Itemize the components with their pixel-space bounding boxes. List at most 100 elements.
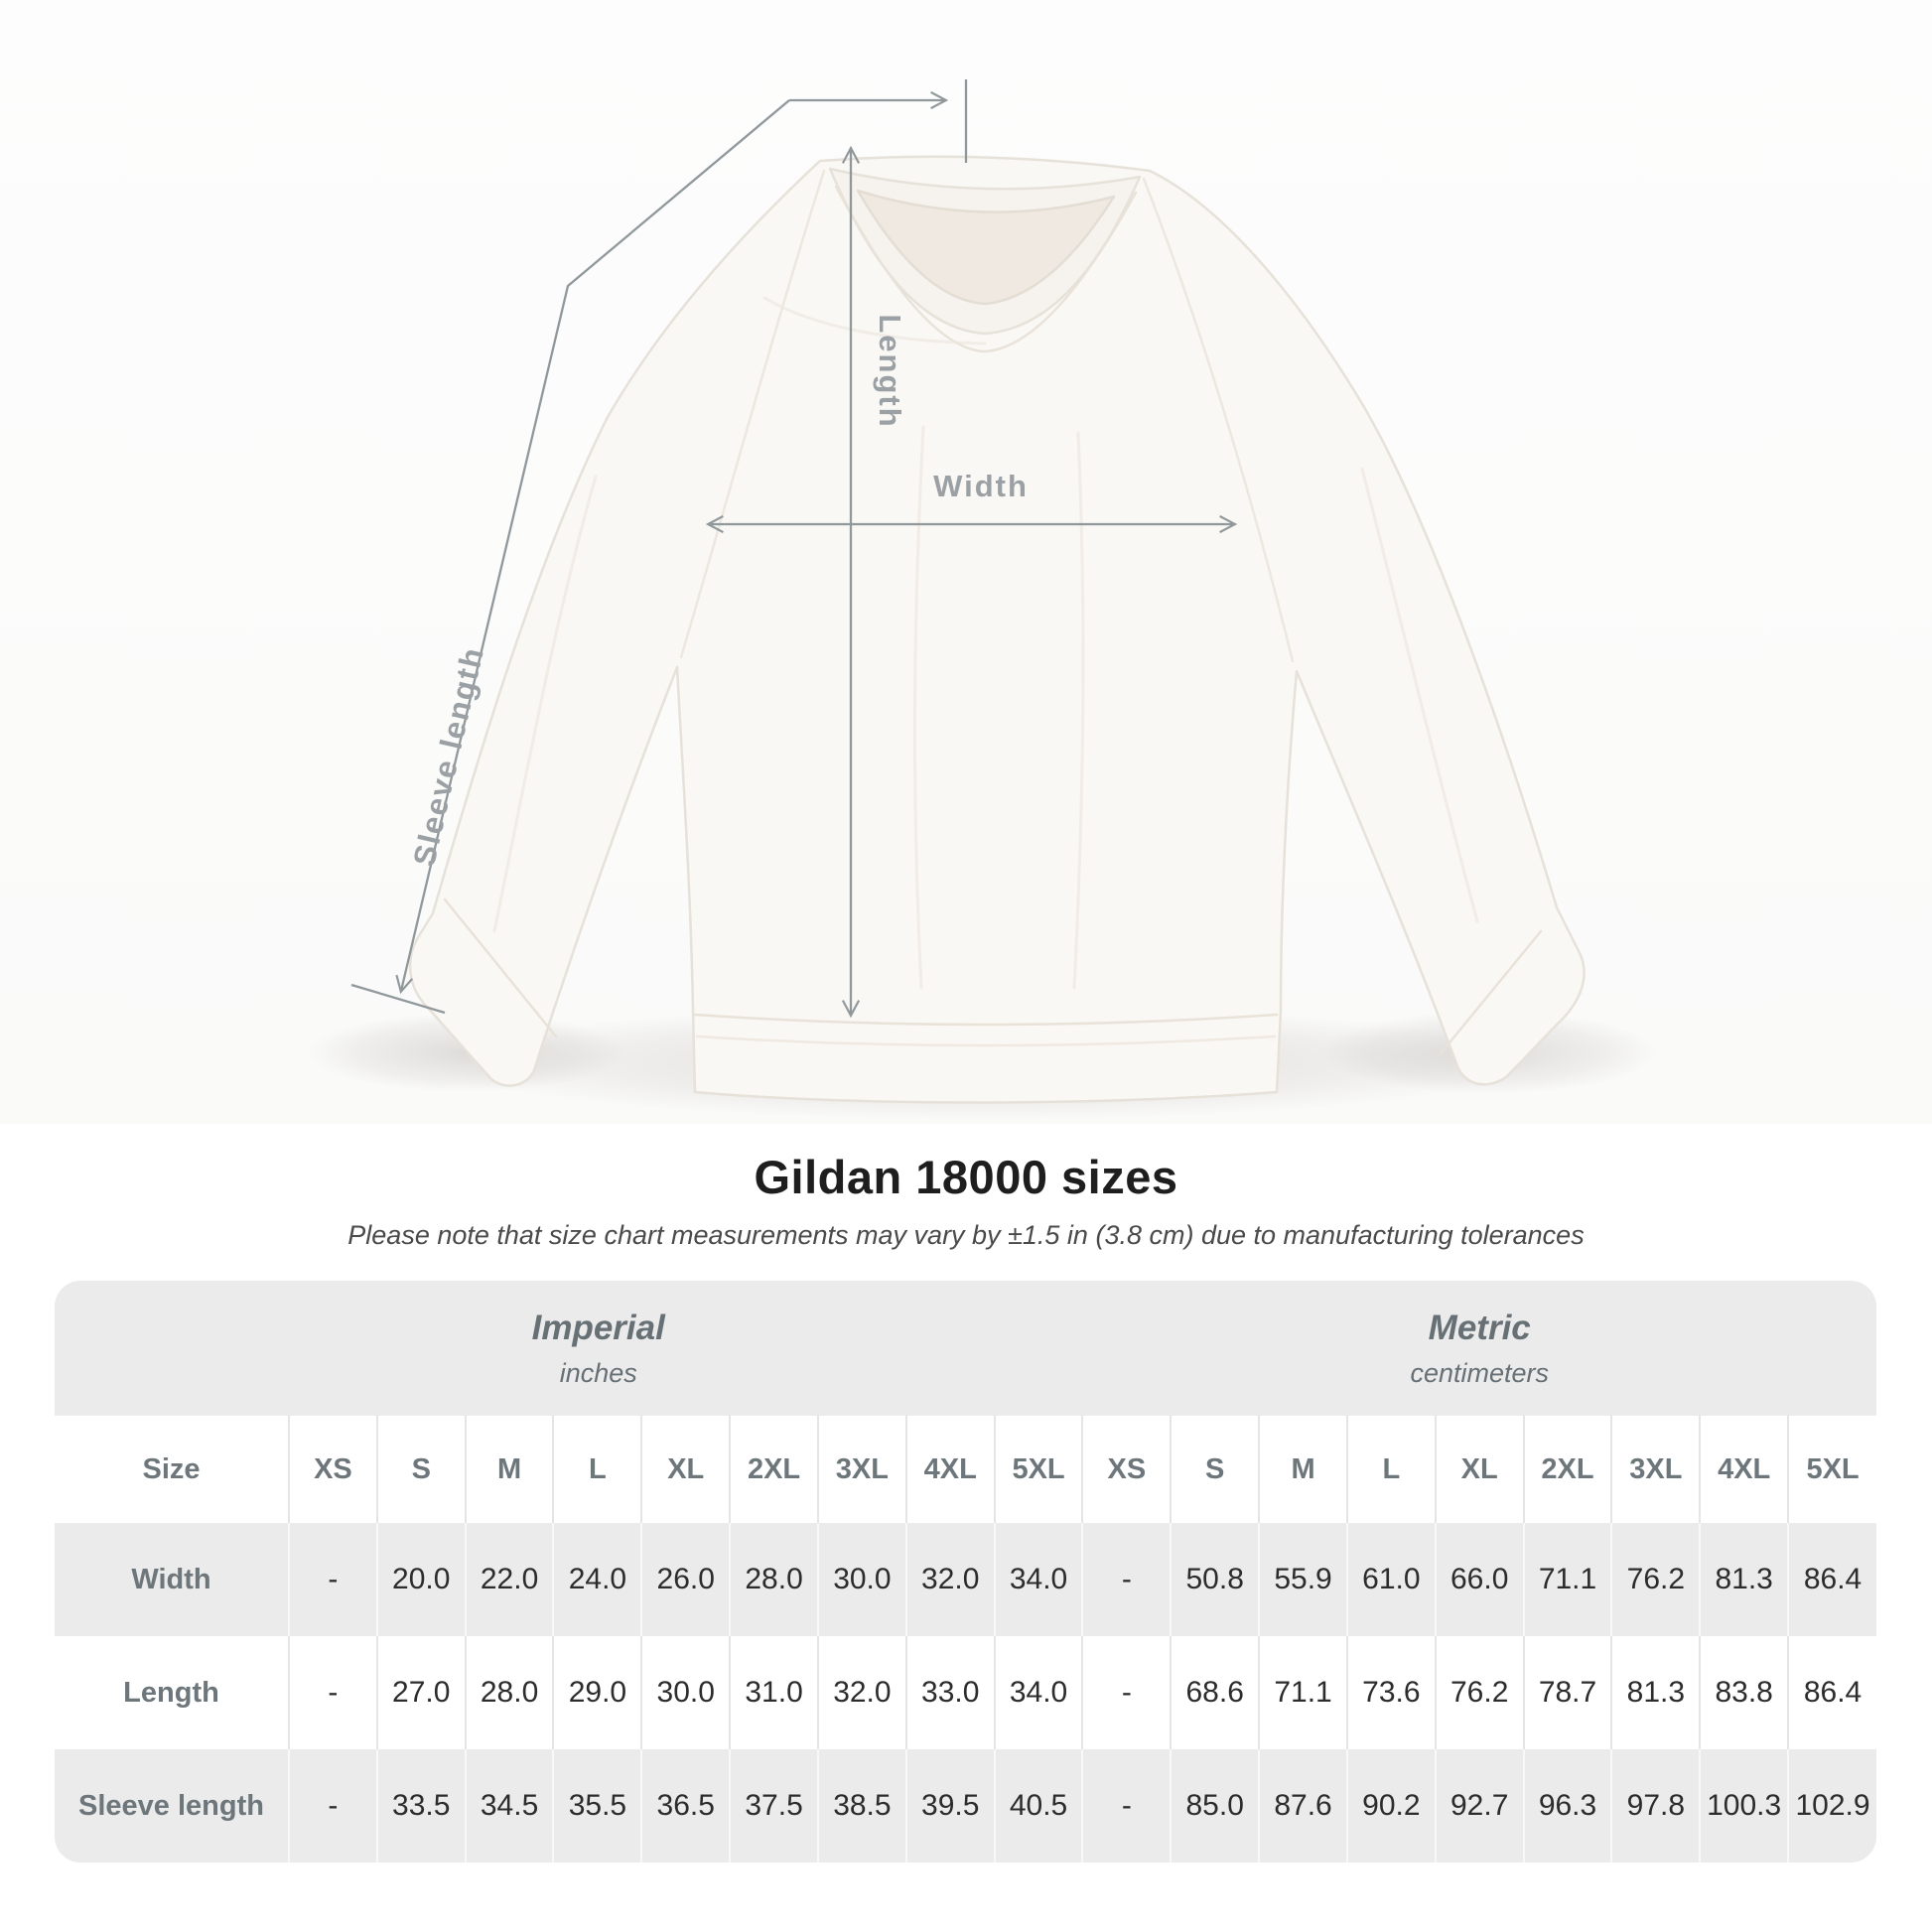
sweatshirt-diagram: Length Width Sleeve length: [0, 0, 1932, 1124]
size-header-cell: L: [1345, 1416, 1436, 1523]
table-cell: 29.0: [552, 1636, 642, 1749]
sleeve-length-bottom-tick: [350, 983, 446, 1015]
tolerance-note: Please note that size chart measurements…: [347, 1220, 1585, 1250]
table-cell: 34.0: [993, 1636, 1083, 1749]
size-chart-container: Imperial inches Metric centimeters Size …: [55, 1281, 1876, 1863]
table-cell: -: [288, 1749, 377, 1863]
size-header-cell: XL: [640, 1416, 731, 1523]
table-row: Length -27.0 28.0 29.0 30.0 31.0 32.0 33.0 34.0-…: [55, 1636, 1876, 1749]
table-cell: 86.4: [1787, 1636, 1876, 1749]
measurement-annotations: [350, 79, 1234, 1015]
table-cell: 81.3: [1699, 1523, 1789, 1636]
table-cell: -: [288, 1636, 377, 1749]
table-cell: 40.5: [993, 1749, 1083, 1863]
size-header-cell: M: [1258, 1416, 1347, 1523]
table-cell: 73.6: [1345, 1636, 1436, 1749]
table-cell: 24.0: [552, 1523, 642, 1636]
imperial-band: Imperial inches: [55, 1281, 1083, 1416]
metric-label: Metric: [1428, 1308, 1531, 1347]
table-cell: 37.5: [729, 1749, 818, 1863]
table-cell: 92.7: [1434, 1749, 1524, 1863]
table-cell: 35.5: [552, 1749, 642, 1863]
row-label: Sleeve length: [55, 1749, 289, 1863]
table-cell: 68.6: [1170, 1636, 1260, 1749]
table-cell: 27.0: [375, 1636, 466, 1749]
unit-band-row: Imperial inches Metric centimeters: [55, 1281, 1876, 1416]
table-cell: -: [1081, 1636, 1172, 1749]
table-cell: 87.6: [1258, 1749, 1347, 1863]
table-cell: 83.8: [1699, 1636, 1789, 1749]
table-cell: 66.0: [1434, 1523, 1524, 1636]
size-header-row: Size XS S M L XL 2XL 3XL 4XL 5XL XS S M L XL 2XL 3XL 4XL…: [55, 1416, 1876, 1523]
table-cell: 28.0: [729, 1523, 818, 1636]
metric-unit-label: centimeters: [1410, 1357, 1549, 1388]
table-cell: 71.1: [1258, 1636, 1347, 1749]
size-header-cell: 3XL: [816, 1416, 906, 1523]
table-cell: -: [1081, 1749, 1172, 1863]
size-header-cell: XS: [1081, 1416, 1172, 1523]
table-cell: -: [1081, 1523, 1172, 1636]
size-header-cell: 2XL: [1522, 1416, 1612, 1523]
row-label: Length: [55, 1636, 289, 1749]
chart-title-block: Gildan 18000 sizes Please note that size…: [0, 1150, 1932, 1251]
table-cell: 76.2: [1610, 1523, 1701, 1636]
size-header-cell: XL: [1434, 1416, 1524, 1523]
table-cell: 32.0: [816, 1636, 906, 1749]
size-header-cell: 5XL: [993, 1416, 1083, 1523]
table-cell: 38.5: [816, 1749, 906, 1863]
table-cell: 102.9: [1787, 1749, 1876, 1863]
size-column-header: Size: [55, 1416, 289, 1523]
table-cell: 100.3: [1699, 1749, 1789, 1863]
table-cell: 30.0: [816, 1523, 906, 1636]
size-header-cell: L: [552, 1416, 642, 1523]
table-cell: -: [288, 1523, 377, 1636]
table-cell: 33.5: [375, 1749, 466, 1863]
metric-band: Metric centimeters: [1082, 1281, 1876, 1416]
table-cell: 81.3: [1610, 1636, 1701, 1749]
table-cell: 61.0: [1345, 1523, 1436, 1636]
size-table: Imperial inches Metric centimeters Size …: [55, 1281, 1876, 1863]
table-cell: 85.0: [1170, 1749, 1260, 1863]
table-cell: 76.2: [1434, 1636, 1524, 1749]
table-row: Sleeve length -33.5 34.5 35.5 36.5 37.5 38.5 39…: [55, 1749, 1876, 1863]
sleeve-length-arrow: [401, 99, 790, 991]
size-header-cell: XS: [288, 1416, 377, 1523]
length-label: Length: [873, 314, 907, 428]
table-cell: 31.0: [729, 1636, 818, 1749]
table-cell: 28.0: [464, 1636, 554, 1749]
table-cell: 34.5: [464, 1749, 554, 1863]
table-cell: 26.0: [640, 1523, 731, 1636]
table-cell: 34.0: [993, 1523, 1083, 1636]
table-cell: 71.1: [1522, 1523, 1612, 1636]
table-cell: 55.9: [1258, 1523, 1347, 1636]
size-header-cell: 3XL: [1610, 1416, 1701, 1523]
table-cell: 90.2: [1345, 1749, 1436, 1863]
size-header-cell: M: [464, 1416, 554, 1523]
imperial-label: Imperial: [531, 1308, 665, 1347]
size-header-cell: 2XL: [729, 1416, 818, 1523]
table-cell: 86.4: [1787, 1523, 1876, 1636]
size-header-cell: 4XL: [904, 1416, 995, 1523]
table-cell: 36.5: [640, 1749, 731, 1863]
table-cell: 33.0: [904, 1636, 995, 1749]
table-cell: 30.0: [640, 1636, 731, 1749]
size-header-cell: S: [375, 1416, 466, 1523]
table-cell: 32.0: [904, 1523, 995, 1636]
table-cell: 50.8: [1170, 1523, 1260, 1636]
table-cell: 97.8: [1610, 1749, 1701, 1863]
width-label: Width: [933, 469, 1029, 503]
size-header-cell: 4XL: [1699, 1416, 1789, 1523]
table-cell: 22.0: [464, 1523, 554, 1636]
size-header-cell: S: [1170, 1416, 1260, 1523]
table-row: Width -20.0 22.0 24.0 26.0 28.0 30.0 32.0 34.0-5…: [55, 1523, 1876, 1636]
table-cell: 96.3: [1522, 1749, 1612, 1863]
size-header-cell: 5XL: [1787, 1416, 1876, 1523]
sweatshirt-measurement-figure: Length Width Sleeve length: [0, 0, 1932, 1124]
table-cell: 78.7: [1522, 1636, 1612, 1749]
row-label: Width: [55, 1523, 289, 1636]
table-cell: 20.0: [375, 1523, 466, 1636]
page-title: Gildan 18000 sizes: [754, 1151, 1178, 1203]
table-cell: 39.5: [904, 1749, 995, 1863]
imperial-unit-label: inches: [559, 1357, 637, 1388]
sweatshirt-illustration: [409, 155, 1586, 1104]
